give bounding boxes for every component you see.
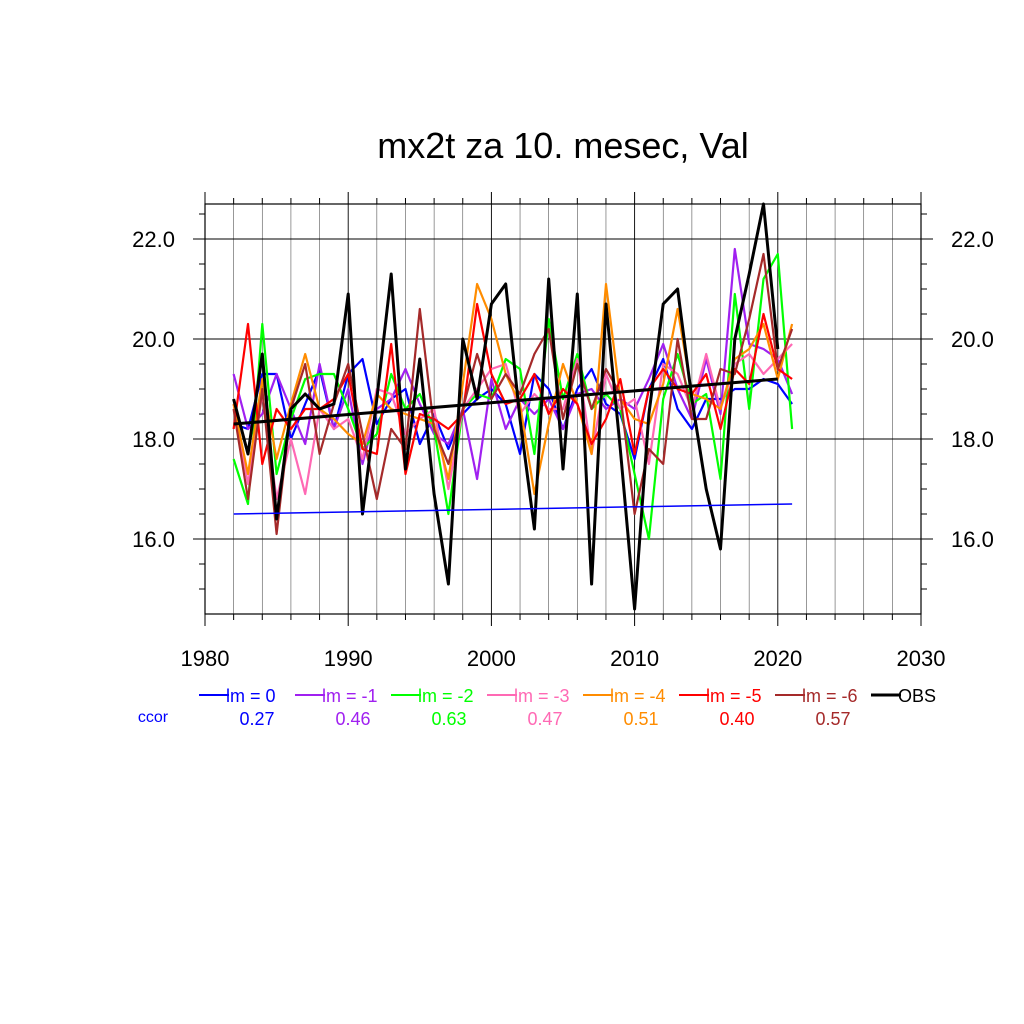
y-tick-label-right: 18.0: [951, 427, 994, 452]
legend-label: lm = 0: [226, 686, 276, 706]
y-tick-label-right: 20.0: [951, 327, 994, 352]
x-tick-label: 1990: [324, 646, 373, 671]
legend-label: OBS: [898, 686, 936, 706]
series-line-lm=-4: [232, 282, 794, 496]
axes: 1980 1990 2000 2010 2020 2030 16.0 16.0 18.0 18.0…: [132, 192, 994, 671]
legend-label: lm = -5: [706, 686, 762, 706]
legend: lm = 0 0.27 lm = -1 0.46 lm = -2 0.63 lm = -3 0…: [138, 686, 936, 729]
legend-label: lm = -2: [418, 686, 474, 706]
series-line-lm=-6: [232, 252, 794, 536]
x-tick-label: 1980: [181, 646, 230, 671]
x-tick-label: 2030: [897, 646, 946, 671]
y-tick-label-right: 16.0: [951, 527, 994, 552]
legend-label: lm = -6: [802, 686, 858, 706]
legend-ccor-value: 0.40: [719, 709, 754, 729]
series-layer: [232, 202, 794, 611]
trend-line: [233, 503, 793, 515]
legend-label: lm = -4: [610, 686, 666, 706]
legend-ccor-value: 0.51: [623, 709, 658, 729]
legend-label: lm = -3: [514, 686, 570, 706]
legend-ccor-value: 0.47: [527, 709, 562, 729]
x-tick-label: 2020: [753, 646, 802, 671]
x-tick-label: 2000: [467, 646, 516, 671]
y-tick-label: 22.0: [132, 227, 175, 252]
legend-ccor-value: 0.57: [815, 709, 850, 729]
y-tick-label: 20.0: [132, 327, 175, 352]
y-tick-label-right: 22.0: [951, 227, 994, 252]
legend-ccor-value: 0.46: [335, 709, 370, 729]
legend-ccor-value: 0.27: [239, 709, 274, 729]
series-line-OBS: [232, 202, 780, 611]
series-line-lm=-1: [232, 247, 794, 481]
trend-line: [233, 377, 778, 426]
legend-ccor-value: 0.63: [431, 709, 466, 729]
chart-title: mx2t za 10. mesec, Val: [377, 125, 748, 166]
x-tick-label: 2010: [610, 646, 659, 671]
y-tick-label: 16.0: [132, 527, 175, 552]
legend-label: lm = -1: [322, 686, 378, 706]
ccor-label: ccor: [138, 709, 169, 726]
plot-frame: [204, 203, 922, 615]
y-tick-label: 18.0: [132, 427, 175, 452]
